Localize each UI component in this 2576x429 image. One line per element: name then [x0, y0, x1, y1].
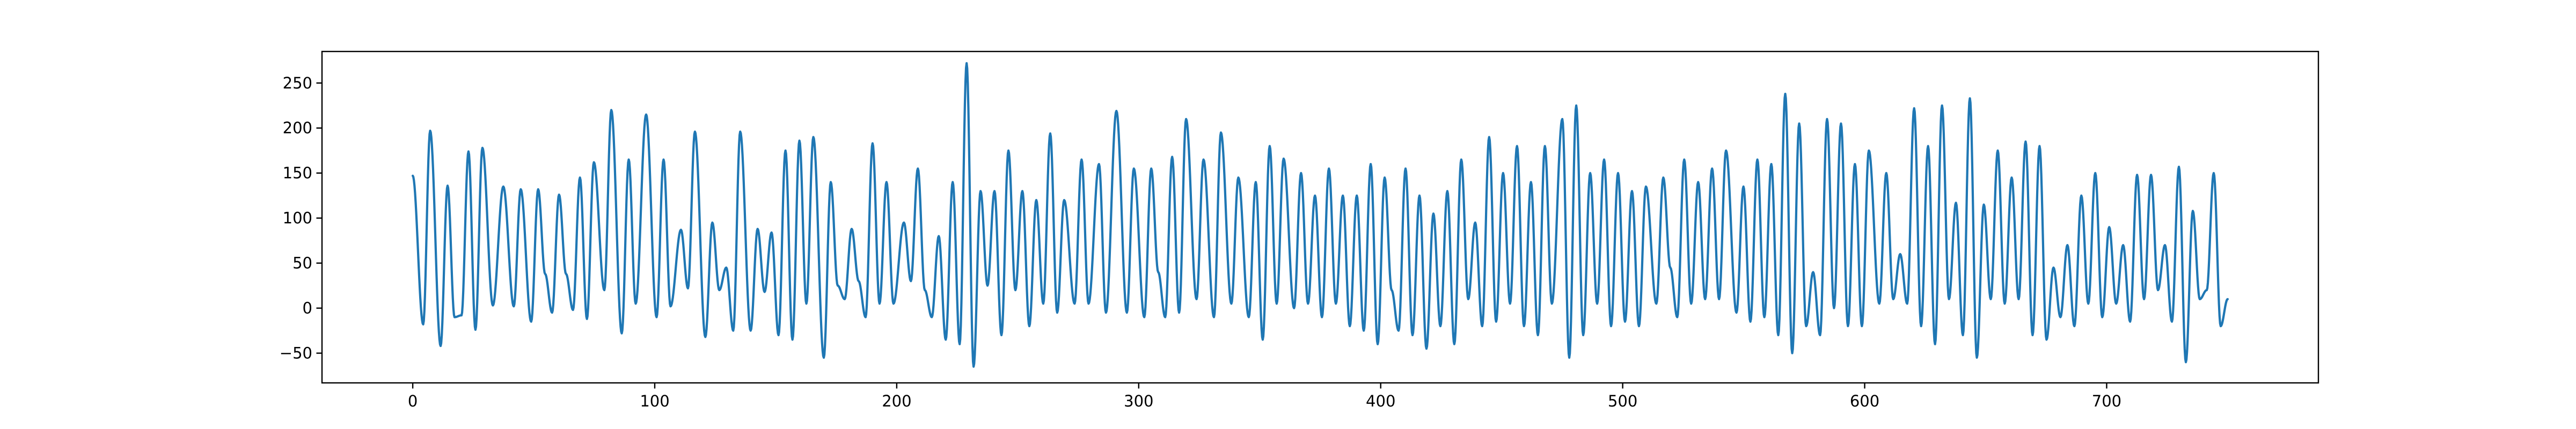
x-tick-label: 100: [640, 392, 669, 410]
y-tick-label: 150: [283, 164, 312, 182]
y-tick-label: 50: [292, 254, 312, 272]
x-tick-label: 500: [1608, 392, 1637, 410]
y-tick-label: 0: [303, 299, 312, 317]
y-tick-label: 200: [283, 119, 312, 137]
axes-frame: [321, 50, 2319, 384]
y-tick-label: −50: [280, 344, 312, 363]
x-tick-label: 200: [882, 392, 911, 410]
x-tick-label: 600: [1850, 392, 1879, 410]
series-line-signal: [411, 62, 2229, 368]
y-tick-label: 250: [283, 74, 312, 92]
x-tick-label: 300: [1124, 392, 1153, 410]
x-tick-label: 700: [2092, 392, 2121, 410]
x-tick-label: 0: [408, 392, 418, 410]
y-tick-label: 100: [283, 209, 312, 227]
line-layer: [411, 62, 2229, 368]
x-tick-label: 400: [1366, 392, 1395, 410]
tick-layer: 0 100 200 300 400 500 600 700 −50 0 50 100 150 200 250: [280, 74, 2121, 410]
